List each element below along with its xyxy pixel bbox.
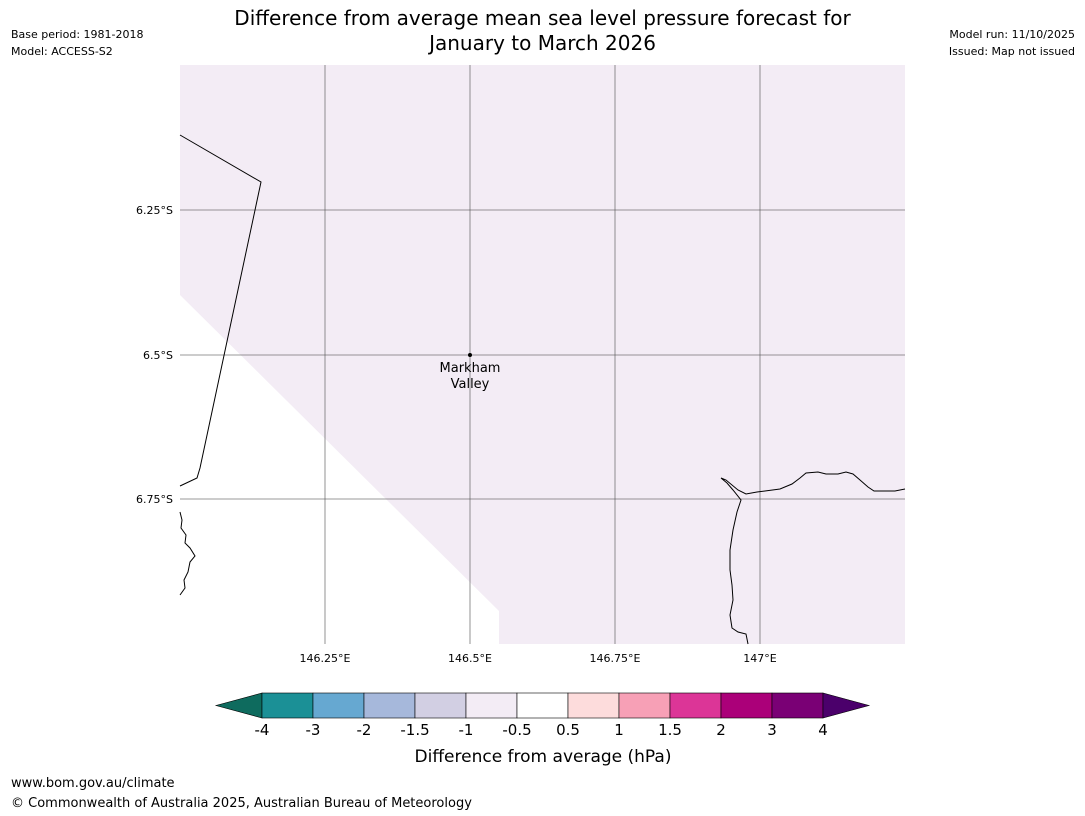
lat-label: 6.5°S (143, 349, 173, 362)
colorbar-swatch (567, 692, 620, 719)
model-run-text: Model run: 11/10/2025 (949, 28, 1075, 41)
lon-label: 147°E (743, 652, 776, 665)
metadata-left: Base period: 1981-2018 Model: ACCESS-S2 (11, 26, 143, 60)
lon-label: 146.25°E (300, 652, 351, 665)
forecast-map: Markham Valley 6.25°S 6.5°S 6.75°S 146.2… (136, 65, 906, 665)
longitude-labels: 146.25°E 146.5°E 146.75°E 147°E (300, 652, 777, 665)
colorbar-swatch (618, 692, 671, 719)
colorbar-tick-label: 1.5 (658, 721, 682, 739)
colorbar-swatch (465, 692, 518, 719)
title-line-2: January to March 2026 (429, 31, 656, 55)
latitude-labels: 6.25°S 6.5°S 6.75°S (136, 204, 173, 506)
coastline-east (720, 471, 906, 645)
lat-label: 6.25°S (136, 204, 173, 217)
colorbar-swatch (261, 692, 314, 719)
colorbar-swatch (516, 692, 569, 719)
colorbar-extend-low (214, 692, 263, 719)
colorbar-tick-label: -2 (357, 721, 372, 739)
metadata-right: Model run: 11/10/2025 Issued: Map not is… (949, 26, 1075, 60)
footer: www.bom.gov.au/climate © Commonwealth of… (11, 774, 472, 814)
colorbar-swatches (214, 692, 871, 719)
colorbar-tick-label: -1.5 (400, 721, 429, 739)
lon-label: 146.75°E (590, 652, 641, 665)
colorbar-tick-label: 1 (614, 721, 624, 739)
base-period-text: Base period: 1981-2018 (11, 28, 144, 41)
place-label-line-1: Markham (440, 361, 501, 376)
markham-valley-marker (468, 353, 472, 357)
colorbar-tick-label: 2 (716, 721, 726, 739)
colorbar-tick-label: 3 (767, 721, 777, 739)
colorbar-tick-label: -0.5 (502, 721, 531, 739)
colorbar-swatch (669, 692, 722, 719)
colorbar-tick-label: -1 (459, 721, 474, 739)
place-label-line-2: Valley (451, 377, 490, 392)
colorbar-tick-label: 0.5 (556, 721, 580, 739)
lon-label: 146.5°E (448, 652, 492, 665)
coastline-west (179, 511, 196, 596)
title-line-1: Difference from average mean sea level p… (234, 6, 851, 30)
colorbar-tick-label: 4 (818, 721, 828, 739)
colorbar-swatch (414, 692, 467, 719)
colorbar-swatch (312, 692, 365, 719)
copyright-text: © Commonwealth of Australia 2025, Austra… (11, 796, 472, 811)
colorbar-tick-label: -3 (306, 721, 321, 739)
colorbar-swatch (720, 692, 773, 719)
colorbar-label: Difference from average (hPa) (415, 747, 672, 767)
map-title: Difference from average mean sea level p… (180, 6, 905, 56)
website-link[interactable]: www.bom.gov.au/climate (11, 776, 175, 791)
colorbar-swatch (771, 692, 824, 719)
coastlines (179, 134, 906, 645)
model-text: Model: ACCESS-S2 (11, 45, 113, 58)
colorbar-tick-label: -4 (255, 721, 270, 739)
colorbar-swatch (363, 692, 416, 719)
lat-label: 6.75°S (136, 493, 173, 506)
province-border (179, 134, 262, 487)
colorbar-extend-high (822, 692, 871, 719)
issued-text: Issued: Map not issued (948, 45, 1075, 58)
colorbar-tick-labels: -4 -3 -2 -1.5 -1 -0.5 0.5 1 1.5 2 3 4 (255, 721, 828, 739)
